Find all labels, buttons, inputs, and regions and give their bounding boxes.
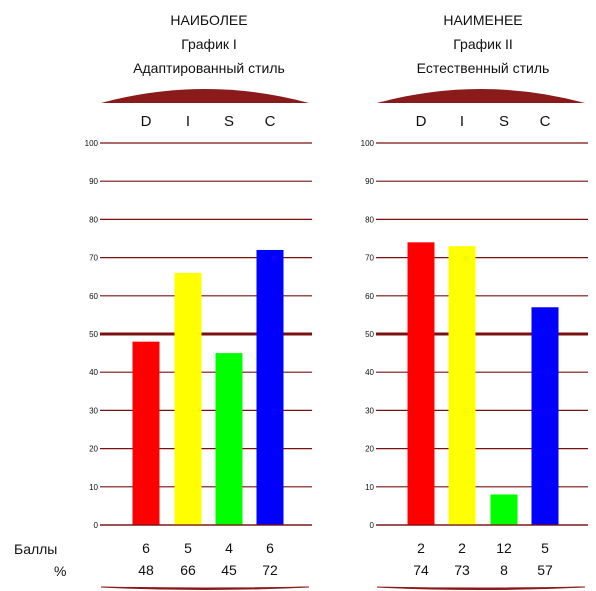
chart2-style-label: Естественный стиль — [416, 60, 550, 76]
chart2-score-d: 2 — [417, 540, 425, 556]
chart2-bottom-rule — [376, 586, 586, 590]
chart1-y-tick-10: 10 — [89, 483, 98, 492]
chart1-category-label-i: I — [186, 113, 190, 130]
chart2-y-tick-60: 60 — [365, 292, 374, 301]
chart2-y-tick-30: 30 — [365, 406, 374, 415]
chart1-percent-s: 45 — [221, 562, 237, 578]
scores-row-label: Баллы — [14, 541, 58, 557]
chart1-y-tick-30: 30 — [89, 406, 98, 415]
chart1-score-i: 5 — [184, 540, 192, 556]
chart2-y-tick-40: 40 — [365, 368, 374, 377]
chart1-bar-s — [215, 353, 243, 525]
chart1-y-tick-80: 80 — [89, 215, 98, 224]
chart2-category-label-c: C — [540, 113, 551, 130]
chart1-y-tick-60: 60 — [89, 292, 98, 301]
chart2-top-cap — [377, 89, 585, 103]
chart1-top-cap — [101, 89, 309, 103]
chart1-category-label-d: D — [141, 113, 152, 130]
chart1-score-d: 6 — [142, 540, 150, 556]
chart2-percent-i: 73 — [454, 562, 470, 578]
percent-row-label: % — [54, 563, 67, 579]
chart1-category-label-c: C — [265, 113, 276, 130]
chart1-y-tick-40: 40 — [89, 368, 98, 377]
chart1-percent-d: 48 — [138, 562, 154, 578]
chart1-y-tick-0: 0 — [94, 521, 99, 530]
chart1-style-label: Адаптированный стиль — [133, 60, 285, 76]
chart2-title: НАИМЕНЕЕ — [443, 12, 523, 28]
chart1-category-label-s: S — [224, 113, 234, 130]
chart1-y-tick-100: 100 — [85, 139, 99, 148]
chart2-score-s: 12 — [496, 540, 512, 556]
chart2-percent-c: 57 — [537, 562, 553, 578]
chart1-y-tick-20: 20 — [89, 445, 98, 454]
chart2-y-tick-20: 20 — [365, 445, 374, 454]
chart1-y-tick-70: 70 — [89, 254, 98, 263]
chart1-score-s: 4 — [225, 540, 233, 556]
chart1-bar-d — [132, 341, 160, 525]
chart2-y-tick-50: 50 — [365, 330, 374, 339]
chart2-header: НАИМЕНЕЕ График II Естественный стиль — [373, 8, 593, 80]
chart2-bar-i — [448, 246, 476, 525]
chart2-bar-d — [407, 242, 435, 525]
chart1-bottom-rule — [100, 586, 310, 590]
chart2-percent-d: 74 — [413, 562, 429, 578]
chart1-header: НАИБОЛЕЕ График I Адаптированный стиль — [99, 8, 319, 80]
chart2-bar-s — [490, 494, 518, 525]
chart2-percent-s: 8 — [500, 562, 508, 578]
chart2-score-c: 5 — [541, 540, 549, 556]
chart2-category-label-i: I — [460, 113, 464, 130]
chart2-category-label-s: S — [499, 113, 509, 130]
chart1-score-c: 6 — [266, 540, 274, 556]
chart2-y-tick-100: 100 — [361, 139, 375, 148]
chart2-bar-c — [531, 307, 559, 525]
chart1-percent-c: 72 — [262, 562, 278, 578]
chart1-y-tick-90: 90 — [89, 177, 98, 186]
chart1-percent-i: 66 — [180, 562, 196, 578]
chart2-y-tick-70: 70 — [365, 254, 374, 263]
chart2-y-tick-80: 80 — [365, 215, 374, 224]
chart1-y-tick-50: 50 — [89, 330, 98, 339]
chart1-subtitle: График I — [181, 36, 237, 52]
chart2-y-tick-90: 90 — [365, 177, 374, 186]
chart2-subtitle: График II — [453, 36, 513, 52]
chart2-category-label-d: D — [416, 113, 427, 130]
chart2-y-tick-0: 0 — [370, 521, 375, 530]
chart2-y-tick-10: 10 — [365, 483, 374, 492]
chart2-score-i: 2 — [458, 540, 466, 556]
chart1-title: НАИБОЛЕЕ — [170, 12, 248, 28]
chart1-bar-i — [174, 272, 202, 525]
chart1-bar-c — [256, 249, 284, 525]
